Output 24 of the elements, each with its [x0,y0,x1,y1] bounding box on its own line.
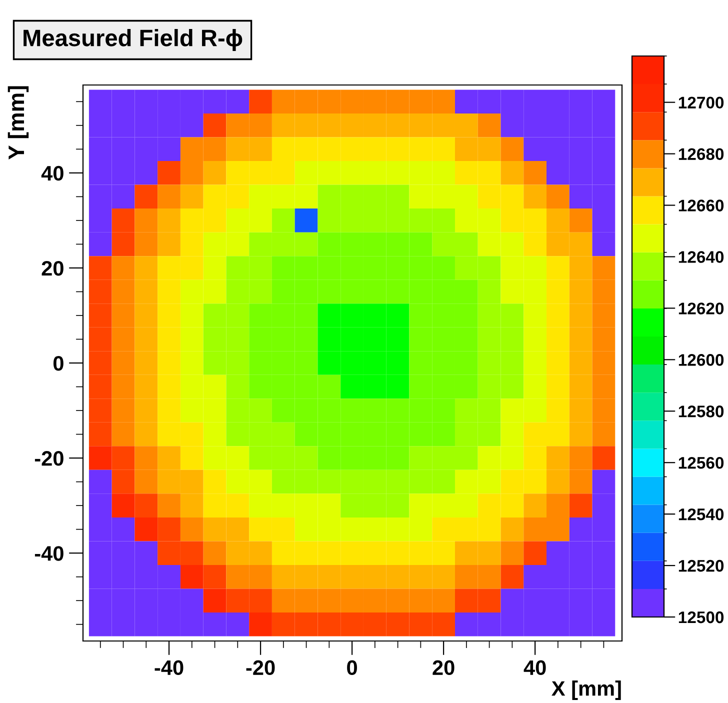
color-bar-label: 12600 [678,354,724,366]
y-axis-title: Y [mm] [8,86,29,160]
color-bar-label: 12660 [678,200,724,212]
color-bar-label: 12640 [678,251,724,263]
x-axis-title: X [mm] [552,680,621,700]
color-bar-label: 12580 [678,406,724,418]
color-bar-label: 12520 [678,560,724,572]
x-tick-label: 0 [347,660,357,676]
x-tick-label: 40 [524,660,546,676]
color-bar-label: 12560 [678,456,724,469]
color-bar-label: 12540 [678,508,724,520]
color-bar-label: 12680 [678,148,724,160]
color-bar-label: 12700 [678,96,724,109]
y-tick-label: -40 [34,546,64,561]
x-tick-label: 20 [432,660,454,676]
y-tick-label: -20 [34,451,64,466]
color-bar-label: 12500 [678,611,724,624]
y-tick-label: 0 [53,356,64,371]
y-tick-label: 20 [42,260,64,276]
x-tick-label: -20 [246,660,275,676]
color-bar-label: 12620 [678,302,724,314]
y-tick-label: 40 [41,166,64,181]
x-tick-label: -40 [154,660,184,676]
chart-title: Measured Field R-ϕ [24,28,242,52]
